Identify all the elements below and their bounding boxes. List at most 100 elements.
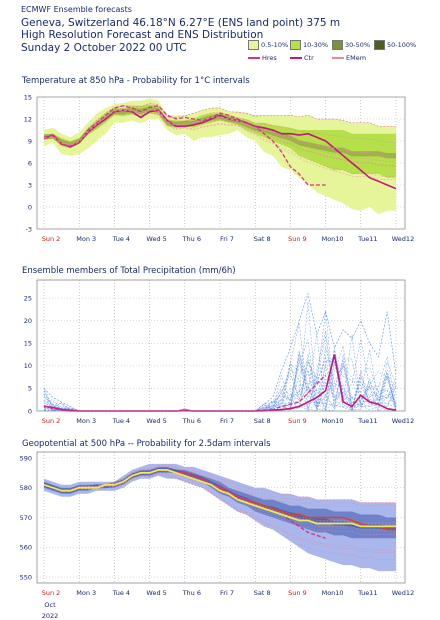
legend-line-2: EMem	[332, 54, 366, 62]
legend-prob-3: 50-100%	[374, 40, 416, 50]
precip-xtick-0: Sun 2	[42, 417, 61, 425]
temp-ytick-3: 6	[28, 159, 32, 167]
legend-swatch-2	[332, 40, 343, 50]
temp-series-ctr	[43, 109, 397, 190]
legend-line-0-label: Hres	[262, 54, 277, 62]
temp-xtick-9: Tue11	[357, 235, 377, 243]
temp-ytick-4: 9	[28, 137, 32, 145]
geo-member-7	[43, 464, 396, 503]
temp-band-outer	[44, 98, 396, 215]
header-location: Geneva, Switzerland 46.18°N 6.27°E (ENS …	[21, 16, 341, 29]
precip-xtick-5: Fri 7	[220, 417, 234, 425]
precip-series-hres	[43, 374, 327, 412]
precip-ytick-0: 0	[28, 407, 32, 415]
temp-xtick-3: Wed 5	[146, 235, 166, 243]
precip-xtick-9: Tue11	[357, 417, 377, 425]
precip-frame	[36, 279, 406, 412]
header-date: Sunday 2 October 2022 00 UTC	[21, 41, 187, 54]
legend-line-0: Hres	[248, 54, 277, 62]
precip-xtick-6: Sat 8	[254, 417, 271, 425]
geo-xtick-1: Mon 3	[76, 589, 96, 597]
legend-swatch-0	[248, 40, 259, 50]
precip-ytick-4: 20	[24, 317, 32, 325]
legend-prob-0-label: 0.5-10%	[261, 41, 289, 49]
geo-xtick-5: Fri 7	[220, 589, 234, 597]
temp-ytick-2: 3	[28, 181, 32, 189]
geo-xtick-9: Tue11	[357, 589, 377, 597]
temp-xtick-4: Thu 6	[182, 235, 201, 243]
temp-band-core	[44, 106, 396, 159]
x-sub-label-0: Oct	[44, 601, 56, 609]
temp-ytick-1: 0	[28, 203, 32, 211]
legend-line-row: Hres Ctr EMem	[248, 54, 440, 68]
geo-xtick-2: Tue 4	[112, 589, 130, 597]
temp-series-emem	[43, 108, 396, 157]
temp-xtick-7: Sun 9	[288, 235, 307, 243]
geo-ytick-1: 560	[20, 544, 32, 552]
precip-ytick-2: 10	[24, 362, 32, 370]
legend-prob-2: 30-50%	[332, 40, 370, 50]
precip-xtick-10: Wed12	[392, 417, 414, 425]
geo-chart-title: Geopotential at 500 hPa -- Probability f…	[22, 439, 271, 449]
header-subtitle: High Resolution Forecast and ENS Distrib…	[21, 29, 264, 42]
geo-xtick-0: Sun 2	[42, 589, 61, 597]
precip-xtick-3: Wed 5	[146, 417, 166, 425]
geo-xtick-6: Sat 8	[254, 589, 271, 597]
temp-chart-title: Temperature at 850 hPa - Probability for…	[22, 76, 250, 86]
legend-prob-1: 10-30%	[290, 40, 328, 50]
legend-line-1-sample	[290, 57, 302, 59]
legend-prob-0: 0.5-10%	[248, 40, 288, 50]
geo-xtick-8: Mon10	[322, 589, 344, 597]
temp-xtick-1: Mon 3	[76, 235, 96, 243]
precip-chart-title: Ensemble members of Total Precipitation …	[22, 266, 236, 276]
precip-xtick-4: Thu 6	[182, 417, 201, 425]
temp-ytick-0: -3	[26, 225, 32, 233]
temp-xtick-0: Sun 2	[42, 235, 61, 243]
temp-xtick-2: Tue 4	[112, 235, 130, 243]
geo-xtick-3: Wed 5	[146, 589, 166, 597]
legend-line-0-sample	[248, 57, 260, 59]
geo-member-2	[43, 465, 396, 507]
geo-series-emem	[43, 469, 396, 528]
legend-prob-2-label: 30-50%	[345, 41, 371, 49]
precip-series-max	[43, 292, 397, 412]
legend-prob-1-label: 10-30%	[303, 41, 329, 49]
x-sub-label-1: 2022	[42, 612, 59, 620]
temp-xtick-10: Wed12	[392, 235, 414, 243]
temp-xtick-6: Sat 8	[254, 235, 271, 243]
legend-swatch-1	[290, 40, 301, 50]
temp-xtick-5: Fri 7	[220, 235, 234, 243]
legend: 0.5-10% 10-30% 30-50% 50-100% Hres Ctr E…	[248, 40, 440, 68]
precip-xtick-7: Sun 9	[288, 417, 307, 425]
temp-xtick-8: Mon10	[322, 235, 344, 243]
geo-xtick-4: Thu 6	[182, 589, 201, 597]
header-line1: ECMWF Ensemble forecasts	[21, 5, 132, 14]
geo-ytick-0: 550	[20, 573, 32, 581]
precip-ytick-3: 15	[24, 340, 32, 348]
temp-member-0	[43, 112, 396, 180]
geo-xtick-7: Sun 9	[288, 589, 307, 597]
geo-band-outer	[44, 463, 396, 572]
legend-prob-3-label: 50-100%	[387, 41, 417, 49]
precip-ytick-5: 25	[24, 294, 32, 302]
precip-ytick-1: 5	[28, 385, 32, 393]
geo-xtick-10: Wed12	[392, 589, 414, 597]
precip-xtick-8: Mon10	[322, 417, 344, 425]
legend-line-1: Ctr	[290, 54, 314, 62]
legend-line-2-label: EMem	[346, 54, 367, 62]
header: ECMWF Ensemble forecasts Geneva, Switzer…	[21, 4, 340, 54]
temp-member-4	[43, 112, 396, 177]
geo-member-9	[43, 472, 396, 553]
precip-xtick-1: Mon 3	[76, 417, 96, 425]
temp-member-9	[43, 103, 396, 145]
geo-ytick-4: 590	[20, 454, 32, 462]
geo-ytick-3: 580	[20, 484, 32, 492]
legend-swatch-3	[374, 40, 385, 50]
temp-ytick-5: 12	[24, 115, 32, 123]
legend-line-2-sample	[332, 57, 344, 59]
geo-ytick-2: 570	[20, 514, 32, 522]
precip-xtick-2: Tue 4	[112, 417, 130, 425]
temp-ytick-6: 15	[24, 93, 32, 101]
legend-prob-row: 0.5-10% 10-30% 30-50% 50-100%	[248, 40, 440, 54]
